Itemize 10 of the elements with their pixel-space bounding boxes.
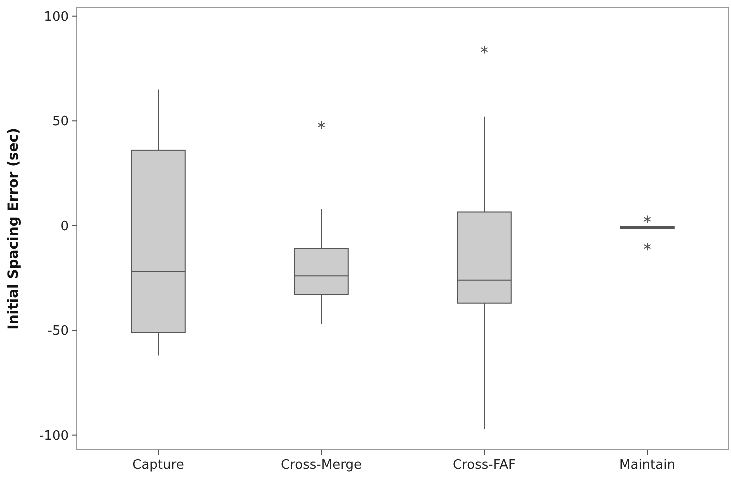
y-tick-label: -100 [39,428,69,444]
y-tick-label: 50 [52,114,69,130]
x-tick-label: Cross-Merge [281,458,362,473]
y-tick-label: -50 [48,324,69,340]
x-tick-label: Capture [132,458,184,473]
y-tick-label: 0 [60,219,69,234]
x-tick-label: Maintain [620,458,676,473]
x-tick-label: Cross-FAF [453,458,516,473]
y-tick-label: 100 [44,10,69,25]
y-axis-title: Initial Spacing Error (sec) [6,128,22,330]
